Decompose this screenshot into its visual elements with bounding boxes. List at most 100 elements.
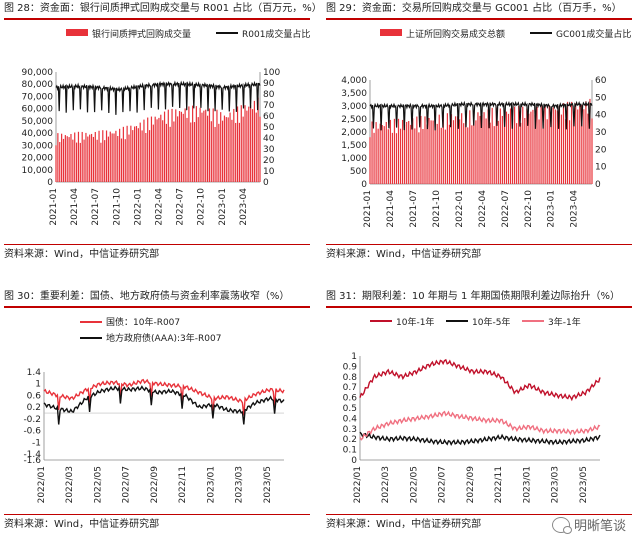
bar [193,122,196,182]
bar [373,132,375,184]
bar [538,119,540,184]
chart-panel-28: 图 28：资金面：银行间质押式回购成交量与 R001 占比（百万元，%） 90,… [4,2,322,264]
bar [495,107,497,184]
y-tick-label-left: 30,000 [22,141,54,151]
bar [220,112,222,182]
bar [375,122,377,184]
bar [397,118,400,184]
x-tick-label: 2022-04 [155,188,165,226]
title-rule [326,306,632,308]
y-tick-label-right: 50 [263,123,275,133]
legend-swatch [66,29,88,36]
bar [107,136,110,182]
bar [59,142,61,182]
bar [72,139,74,182]
bar [516,123,518,184]
wechat-icon [551,516,572,534]
y-tick-label: 0.2 [343,435,357,445]
y-tick-label-right: 10 [263,167,275,177]
bar [414,128,416,184]
bar [489,122,491,184]
x-tick-label: 2021-01 [363,190,373,228]
x-tick-label: 2021-07 [409,190,419,228]
bar [566,101,569,184]
title-rule [4,306,310,308]
bar [236,106,239,182]
bar [227,117,229,182]
bar [75,142,78,182]
x-tick-label: 2021-04 [386,190,396,228]
bar [377,128,379,184]
bar [412,118,414,184]
bar [511,118,514,184]
bar [436,123,438,184]
y-tick-label: 0.7 [343,383,357,393]
bar [206,115,209,182]
bar [479,115,481,184]
bar [503,110,506,184]
series-line [359,431,601,446]
y-tick-label-right: 40 [263,134,275,144]
y-tick-label-right: 20 [263,156,275,166]
bar [132,130,134,182]
bar [235,122,237,182]
bar [573,114,575,184]
x-tick-label: 2021-10 [432,190,442,228]
series-line [359,410,601,441]
bar [385,122,387,184]
bar [218,123,220,182]
bar [162,120,164,182]
bar [205,109,207,182]
bar [248,106,250,182]
bar [505,111,508,184]
bar [520,122,522,184]
bar [440,127,442,184]
y-tick-label: -1.4 [23,450,41,460]
y-tick-label-left: 3,500 [341,89,367,99]
bar [199,107,201,182]
x-tick-label: 2021-01 [49,188,59,226]
bar [560,114,563,184]
bar [534,115,536,184]
bar [244,105,246,182]
y-tick-label-right: 10 [595,163,607,173]
legend-label: 银行间质押式回购成交量 [92,28,191,40]
bar [395,133,398,184]
y-tick-label-right: 40 [595,111,607,121]
x-tick-label: 2021-10 [112,188,122,226]
bar [98,130,100,182]
bar [518,106,520,184]
bar [585,101,587,184]
x-tick-label: 2022/03 [65,466,75,503]
x-tick-label: 2022/05 [409,466,419,503]
bar [483,112,485,184]
bar [87,136,89,182]
bar [499,108,501,184]
bar [214,126,216,182]
legend-label: 地方政府债(AAA):3年-R007 [106,332,221,344]
title-rule [4,18,310,20]
bar [81,131,83,182]
bar [79,142,81,182]
bar [389,119,391,184]
bar [225,117,227,182]
bar [188,106,190,182]
x-tick-label: 2022/07 [438,466,448,503]
y-tick-label-left: 50,000 [22,117,54,127]
x-tick-label: 2022-10 [197,188,207,226]
y-tick-label: 0.8 [343,373,358,383]
y-tick-label-right: 70 [263,101,275,111]
bar [581,104,583,184]
bar [404,124,406,184]
bar [212,108,214,182]
bar [481,114,483,184]
x-tick-label: 2022-01 [455,190,465,228]
y-tick-label-right: 0 [595,180,601,190]
bar [96,139,98,182]
bar [410,124,412,184]
bar [94,131,96,182]
bar [100,142,102,182]
bar [57,133,59,182]
legend-label: 10年-5年 [472,316,510,328]
